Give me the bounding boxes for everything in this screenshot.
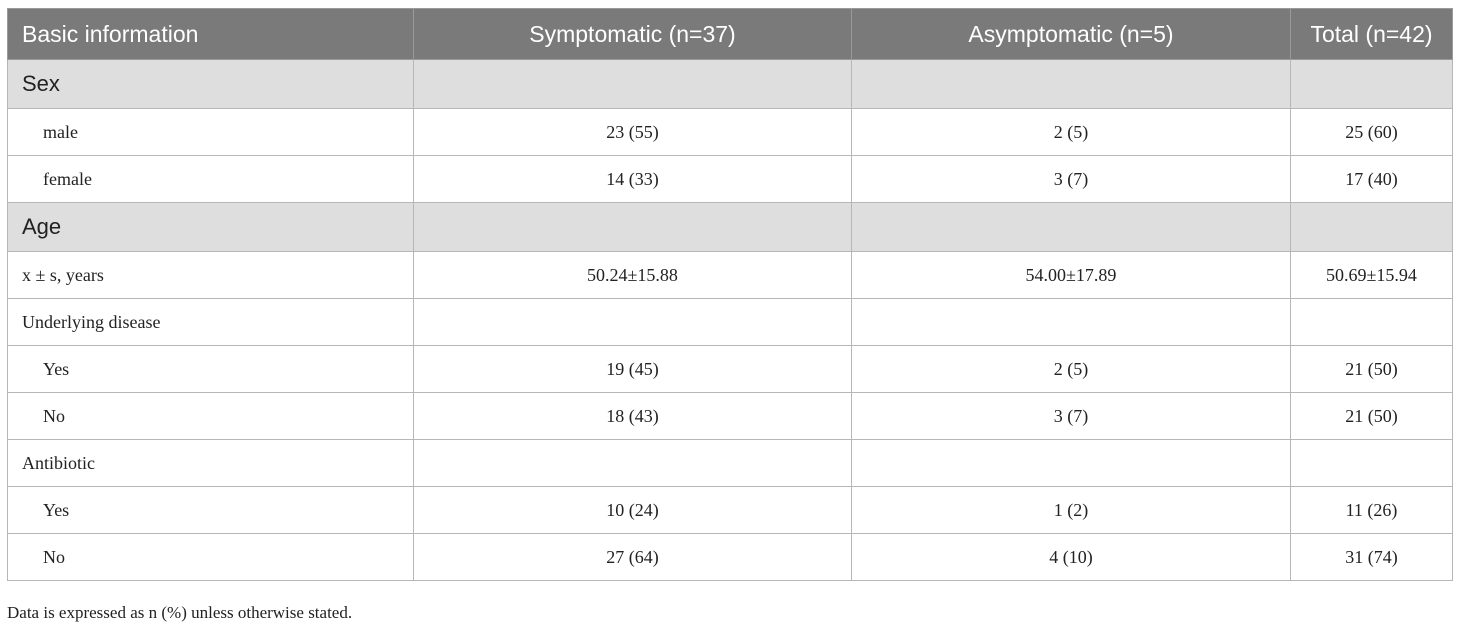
total-value: 21 (50) [1290, 345, 1453, 393]
asymptomatic-value: 54.00±17.89 [851, 251, 1291, 299]
total-value: 50.69±15.94 [1290, 251, 1453, 299]
header-total: Total (n=42) [1290, 8, 1453, 60]
empty-cell [851, 202, 1291, 252]
subheading-row-underlying-disease: Underlying disease [7, 298, 1453, 346]
row-label: Yes [7, 486, 414, 534]
subheading-row-antibiotic: Antibiotic [7, 439, 1453, 487]
row-label: Yes [7, 345, 414, 393]
asymptomatic-value: 1 (2) [851, 486, 1291, 534]
header-basic-information: Basic information [7, 8, 414, 60]
empty-cell [413, 439, 852, 487]
empty-cell [851, 298, 1291, 346]
empty-cell [851, 439, 1291, 487]
empty-cell [413, 202, 852, 252]
baseline-characteristics-table: Basic information Symptomatic (n=37) Asy… [7, 8, 1453, 581]
row-label: female [7, 155, 414, 203]
total-value: 25 (60) [1290, 108, 1453, 156]
baseline-table-container: Basic information Symptomatic (n=37) Asy… [7, 8, 1453, 581]
empty-cell [851, 59, 1291, 109]
asymptomatic-value: 4 (10) [851, 533, 1291, 581]
section-row-sex: Sex [7, 59, 1453, 109]
row-label: x ± s, years [7, 251, 414, 299]
asymptomatic-value: 2 (5) [851, 108, 1291, 156]
total-value: 11 (26) [1290, 486, 1453, 534]
table-row: Yes 19 (45) 2 (5) 21 (50) [7, 345, 1453, 393]
symptomatic-value: 23 (55) [413, 108, 852, 156]
table-row: x ± s, years 50.24±15.88 54.00±17.89 50.… [7, 251, 1453, 299]
table-row: No 18 (43) 3 (7) 21 (50) [7, 392, 1453, 440]
table-row: No 27 (64) 4 (10) 31 (74) [7, 533, 1453, 581]
header-asymptomatic: Asymptomatic (n=5) [851, 8, 1291, 60]
table-row: female 14 (33) 3 (7) 17 (40) [7, 155, 1453, 203]
empty-cell [1290, 439, 1453, 487]
row-label: No [7, 533, 414, 581]
table-footnote: Data is expressed as n (%) unless otherw… [7, 603, 353, 622]
total-value: 31 (74) [1290, 533, 1453, 581]
total-value: 17 (40) [1290, 155, 1453, 203]
symptomatic-value: 10 (24) [413, 486, 852, 534]
asymptomatic-value: 2 (5) [851, 345, 1291, 393]
table-row: Yes 10 (24) 1 (2) 11 (26) [7, 486, 1453, 534]
empty-cell [413, 298, 852, 346]
section-title-sex: Sex [7, 59, 414, 109]
table-header-row: Basic information Symptomatic (n=37) Asy… [7, 8, 1453, 60]
header-symptomatic: Symptomatic (n=37) [413, 8, 852, 60]
section-title-age: Age [7, 202, 414, 252]
subheading-underlying-disease: Underlying disease [7, 298, 414, 346]
symptomatic-value: 18 (43) [413, 392, 852, 440]
subheading-antibiotic: Antibiotic [7, 439, 414, 487]
asymptomatic-value: 3 (7) [851, 392, 1291, 440]
empty-cell [1290, 59, 1453, 109]
empty-cell [1290, 298, 1453, 346]
table-row: male 23 (55) 2 (5) 25 (60) [7, 108, 1453, 156]
row-label: No [7, 392, 414, 440]
empty-cell [413, 59, 852, 109]
section-row-age: Age [7, 202, 1453, 252]
symptomatic-value: 27 (64) [413, 533, 852, 581]
total-value: 21 (50) [1290, 392, 1453, 440]
empty-cell [1290, 202, 1453, 252]
symptomatic-value: 50.24±15.88 [413, 251, 852, 299]
symptomatic-value: 19 (45) [413, 345, 852, 393]
symptomatic-value: 14 (33) [413, 155, 852, 203]
row-label: male [7, 108, 414, 156]
asymptomatic-value: 3 (7) [851, 155, 1291, 203]
